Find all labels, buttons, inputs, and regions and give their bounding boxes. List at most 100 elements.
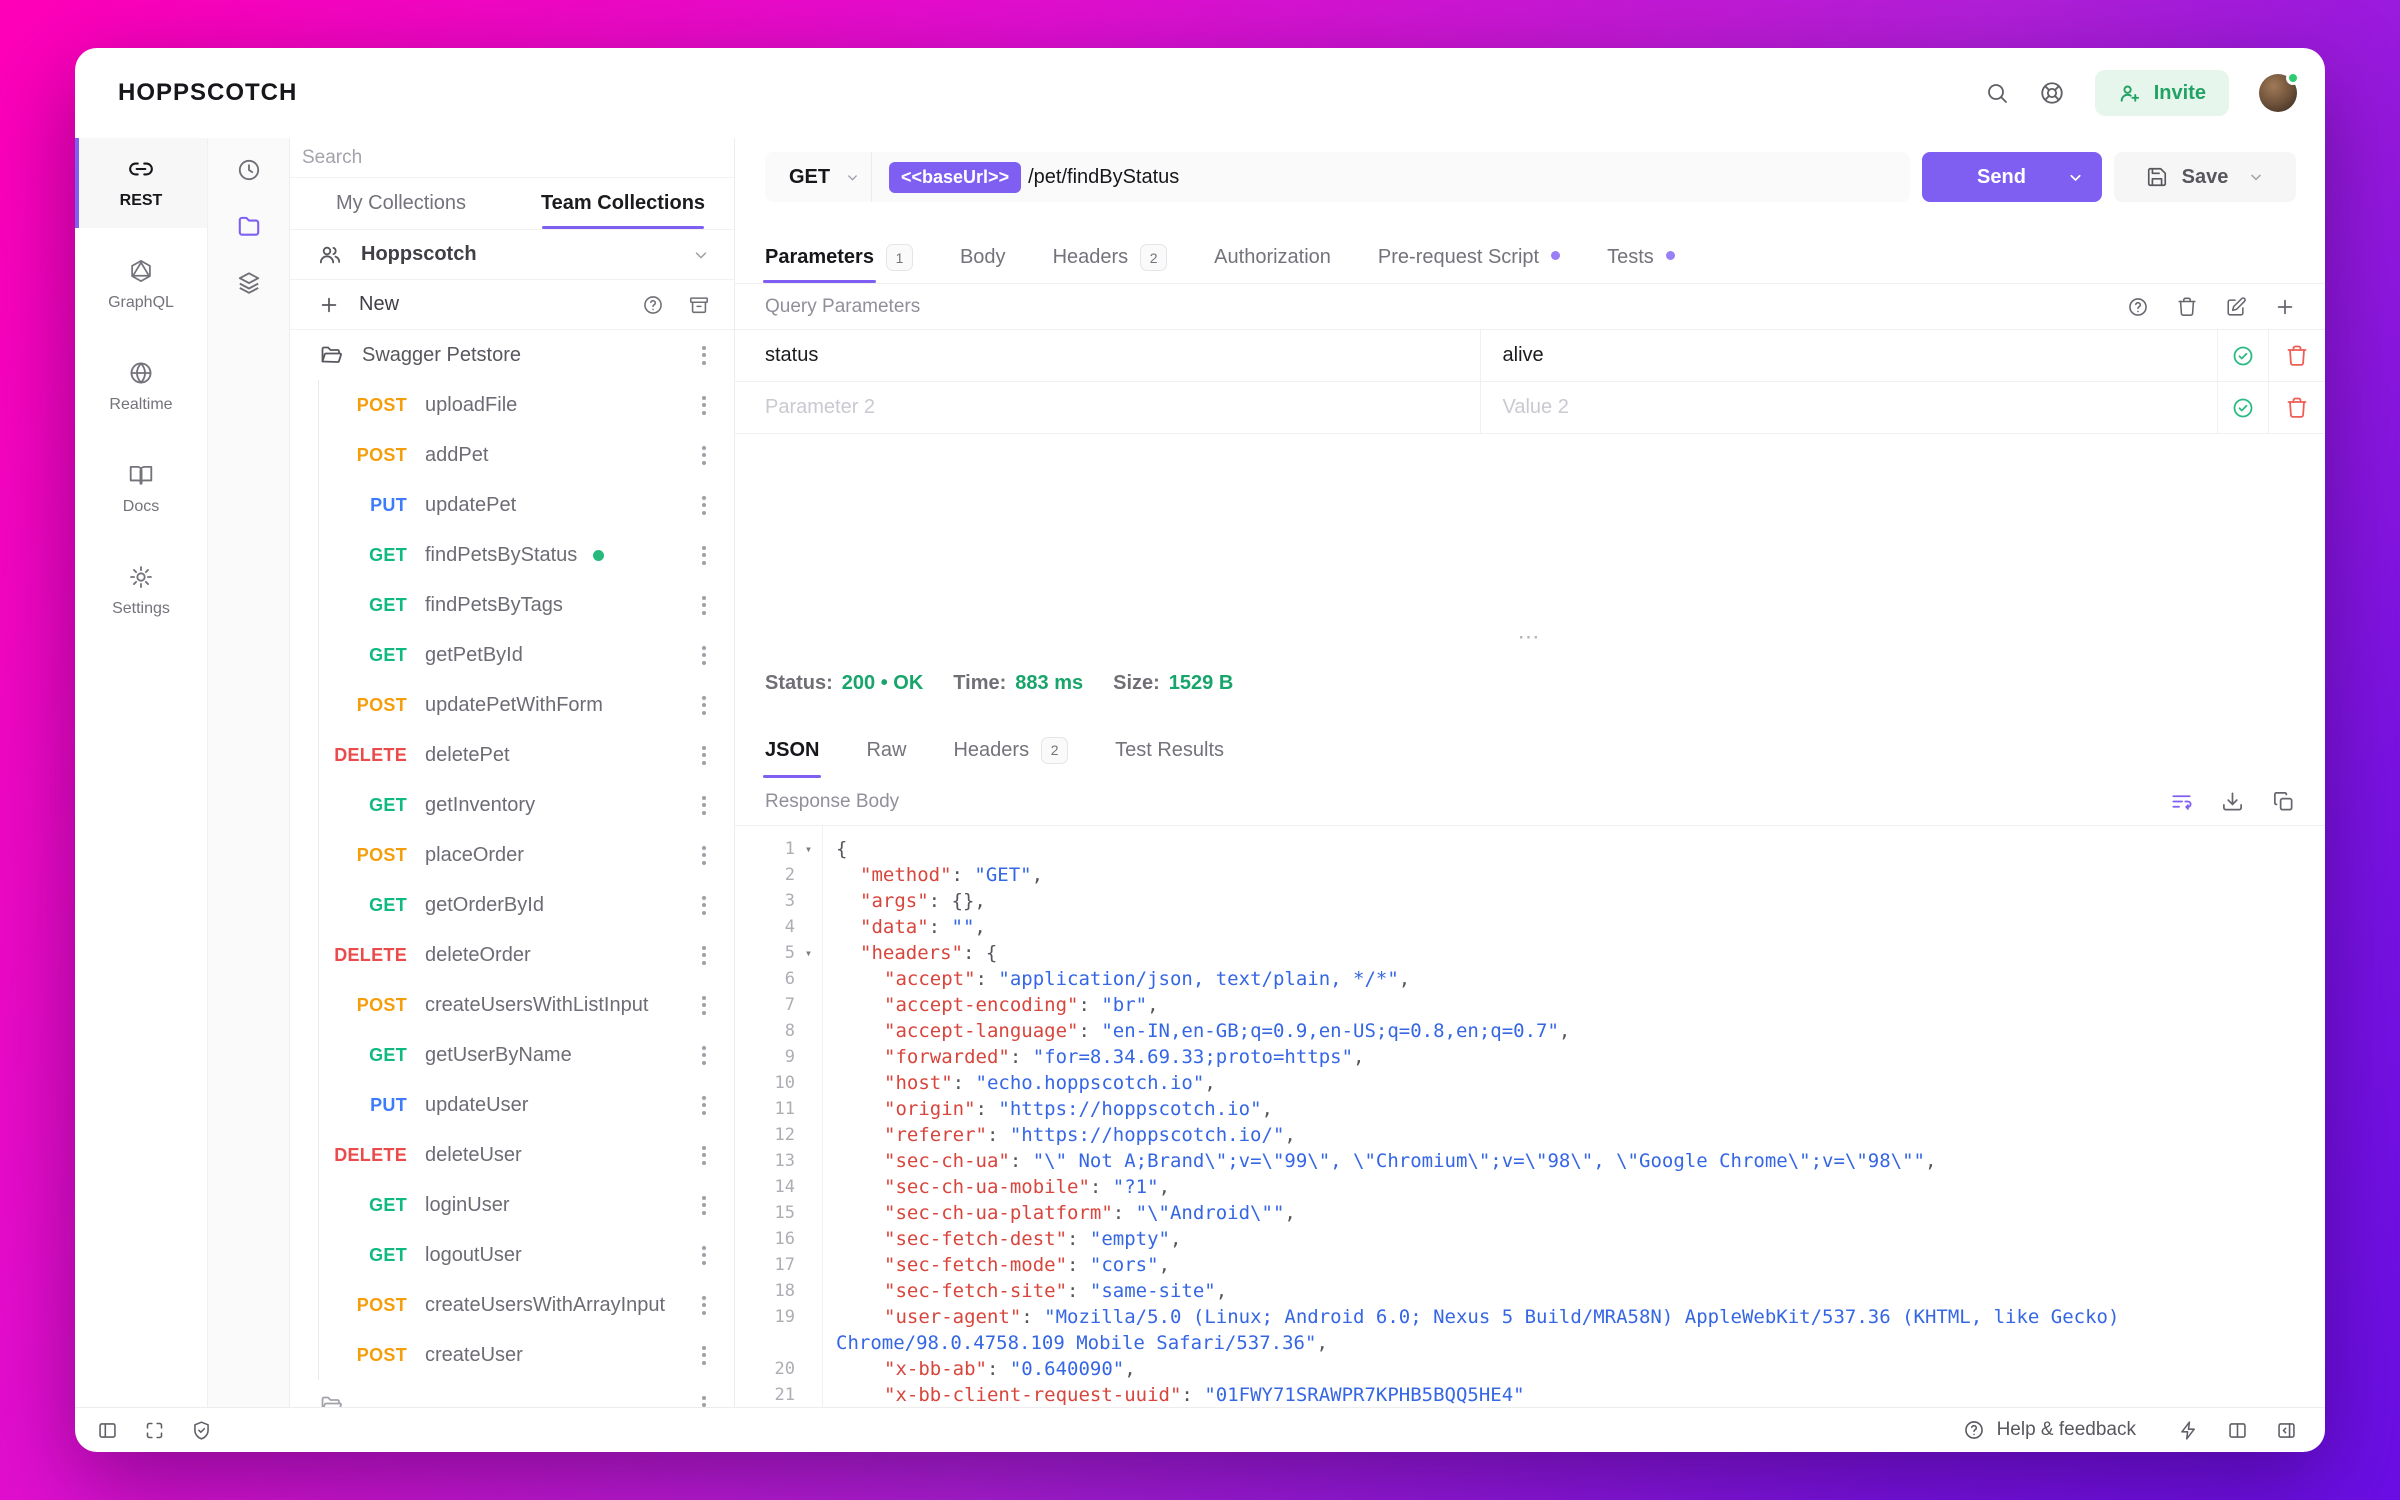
param-delete-button[interactable] <box>2268 382 2325 433</box>
more-options-icon[interactable] <box>698 540 710 571</box>
param-delete-button[interactable] <box>2268 330 2325 381</box>
more-options-icon[interactable] <box>698 690 710 721</box>
param-value-input[interactable]: alive <box>1479 330 2218 381</box>
edit-icon[interactable] <box>2225 296 2247 318</box>
more-options-icon[interactable] <box>698 590 710 621</box>
toggle-sidebar-icon[interactable] <box>97 1420 118 1441</box>
sidebar-item-settings[interactable]: Settings <box>75 546 207 636</box>
method-select[interactable]: GET <box>765 166 871 189</box>
new-collection-label[interactable]: New <box>359 293 400 315</box>
more-options-icon[interactable] <box>698 940 710 971</box>
chevron-down-icon[interactable] <box>2248 169 2264 185</box>
support-icon[interactable] <box>2039 80 2065 106</box>
sidebar-item-rest[interactable]: REST <box>75 138 207 228</box>
tab-json[interactable]: JSON <box>762 722 822 778</box>
param-active-toggle[interactable] <box>2217 330 2268 381</box>
collection-folder[interactable]: Swagger Petstore <box>290 330 734 380</box>
more-options-icon[interactable] <box>698 1240 710 1271</box>
wrap-lines-icon[interactable] <box>2170 790 2193 813</box>
help-feedback-button[interactable]: Help & feedback <box>1963 1419 2136 1441</box>
request-item[interactable]: GET loginUser <box>319 1180 734 1230</box>
request-item[interactable]: POST placeOrder <box>319 830 734 880</box>
interceptor-shield-icon[interactable] <box>191 1420 212 1441</box>
more-options-icon[interactable] <box>698 1040 710 1071</box>
tab-pre-request-script[interactable]: Pre-request Script <box>1378 232 1561 283</box>
import-export-icon[interactable] <box>688 294 710 316</box>
more-options-icon[interactable] <box>698 1340 710 1371</box>
request-item[interactable]: POST createUsersWithArrayInput <box>319 1280 734 1330</box>
more-options-icon[interactable] <box>698 1290 710 1321</box>
request-item[interactable]: GET logoutUser <box>319 1230 734 1280</box>
resize-handle[interactable]: ⋯ <box>1517 624 1543 649</box>
more-options-icon[interactable] <box>698 890 710 921</box>
param-key-input[interactable]: status <box>765 344 819 366</box>
help-icon[interactable] <box>2127 296 2149 318</box>
team-selector[interactable]: Hoppscotch <box>290 230 734 280</box>
request-item[interactable]: POST updatePetWithForm <box>319 680 734 730</box>
more-options-icon[interactable] <box>698 490 710 521</box>
split-columns-icon[interactable] <box>2227 1420 2248 1441</box>
request-item[interactable]: GET findPetsByTags <box>319 580 734 630</box>
clear-all-icon[interactable] <box>2176 296 2198 318</box>
request-item[interactable]: GET getOrderById <box>319 880 734 930</box>
collections-icon[interactable] <box>229 206 269 246</box>
tab-team-collections[interactable]: Team Collections <box>512 178 734 229</box>
request-item[interactable]: POST createUsersWithListInput <box>319 980 734 1030</box>
more-options-icon[interactable] <box>698 440 710 471</box>
request-item[interactable]: DELETE deletePet <box>319 730 734 780</box>
tab-test-results[interactable]: Test Results <box>1115 722 1224 778</box>
fold-arrow-icon[interactable]: ▾ <box>804 842 813 856</box>
search-icon[interactable] <box>1985 81 2009 105</box>
request-item[interactable]: PUT updatePet <box>319 480 734 530</box>
more-options-icon[interactable] <box>698 1190 710 1221</box>
sidebar-item-graphql[interactable]: GraphQL <box>75 240 207 330</box>
download-icon[interactable] <box>2221 790 2244 813</box>
collection-folder-partial[interactable] <box>290 1380 734 1407</box>
shortcuts-zap-icon[interactable] <box>2178 1420 2199 1441</box>
param-value-input[interactable]: Value 2 <box>1479 382 2218 433</box>
param-key-input[interactable]: Parameter 2 <box>765 396 876 418</box>
sidebar-item-docs[interactable]: Docs <box>75 444 207 534</box>
tab-raw[interactable]: Raw <box>866 722 906 778</box>
request-item[interactable]: DELETE deleteOrder <box>319 930 734 980</box>
request-item[interactable]: GET findPetsByStatus <box>319 530 734 580</box>
invite-button[interactable]: Invite <box>2094 70 2229 116</box>
tab-headers[interactable]: Headers 2 <box>1053 232 1168 283</box>
more-options-icon[interactable] <box>698 340 710 371</box>
more-options-icon[interactable] <box>698 990 710 1021</box>
response-body-code[interactable]: 1 ▾ {2 "method": "GET", 3 "args": {}, 4 "data":… <box>735 826 2325 1407</box>
environments-icon[interactable] <box>229 262 269 302</box>
save-button[interactable]: Save <box>2114 152 2296 202</box>
more-options-icon[interactable] <box>698 840 710 871</box>
more-options-icon[interactable] <box>698 740 710 771</box>
history-icon[interactable] <box>229 150 269 190</box>
more-options-icon[interactable] <box>698 1390 710 1407</box>
plus-icon[interactable] <box>318 294 340 316</box>
request-item[interactable]: PUT updateUser <box>319 1080 734 1130</box>
request-item[interactable]: POST createUser <box>319 1330 734 1380</box>
collapse-right-panel-icon[interactable] <box>2276 1420 2297 1441</box>
help-icon[interactable] <box>642 294 664 316</box>
param-active-toggle[interactable] <box>2217 382 2268 433</box>
tab-parameters[interactable]: Parameters 1 <box>763 232 913 283</box>
tab-authorization[interactable]: Authorization <box>1214 232 1331 283</box>
add-param-icon[interactable] <box>2274 296 2296 318</box>
more-options-icon[interactable] <box>698 1090 710 1121</box>
more-options-icon[interactable] <box>698 640 710 671</box>
request-item[interactable]: GET getPetById <box>319 630 734 680</box>
tab-my-collections[interactable]: My Collections <box>335 192 467 214</box>
fold-arrow-icon[interactable]: ▾ <box>804 946 813 960</box>
request-item[interactable]: GET getInventory <box>319 780 734 830</box>
request-item[interactable]: DELETE deleteUser <box>319 1130 734 1180</box>
tab-headers[interactable]: Headers 2 <box>953 722 1069 778</box>
more-options-icon[interactable] <box>698 790 710 821</box>
copy-icon[interactable] <box>2272 790 2295 813</box>
send-button[interactable]: Send <box>1922 152 2102 202</box>
request-item[interactable]: GET getUserByName <box>319 1030 734 1080</box>
url-input[interactable]: <<baseUrl>> /pet/findByStatus <box>872 161 1179 193</box>
collections-search-input[interactable]: Search <box>290 138 734 178</box>
sidebar-item-realtime[interactable]: Realtime <box>75 342 207 432</box>
tab-tests[interactable]: Tests <box>1607 232 1675 283</box>
avatar[interactable] <box>2259 71 2300 112</box>
more-options-icon[interactable] <box>698 390 710 421</box>
